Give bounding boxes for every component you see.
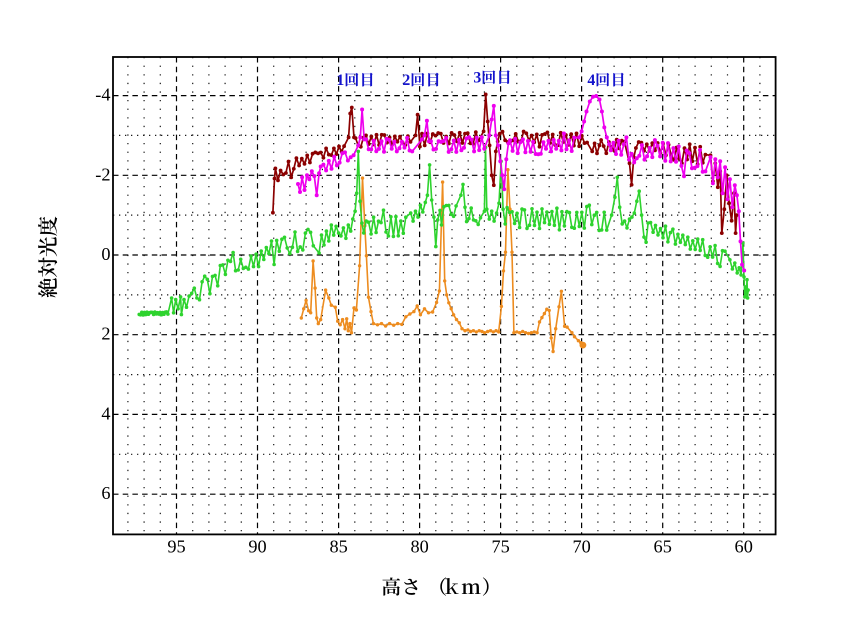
svg-text:65: 65	[654, 537, 672, 557]
svg-text:1: 1	[336, 72, 344, 89]
svg-text:4: 4	[587, 72, 595, 89]
svg-text:90: 90	[248, 537, 266, 557]
svg-text:-4: -4	[95, 85, 110, 105]
svg-text:3: 3	[473, 70, 481, 87]
svg-text:95: 95	[167, 537, 185, 557]
svg-text:-2: -2	[95, 164, 110, 184]
svg-text:70: 70	[572, 537, 590, 557]
svg-text:0: 0	[101, 244, 110, 264]
svg-text:85: 85	[329, 537, 347, 557]
svg-text:2: 2	[402, 72, 410, 89]
svg-text:75: 75	[491, 537, 509, 557]
svg-text:80: 80	[410, 537, 428, 557]
svg-text:4: 4	[101, 403, 110, 423]
svg-text:2: 2	[101, 324, 110, 344]
svg-text:60: 60	[735, 537, 753, 557]
svg-text:6: 6	[101, 483, 110, 503]
